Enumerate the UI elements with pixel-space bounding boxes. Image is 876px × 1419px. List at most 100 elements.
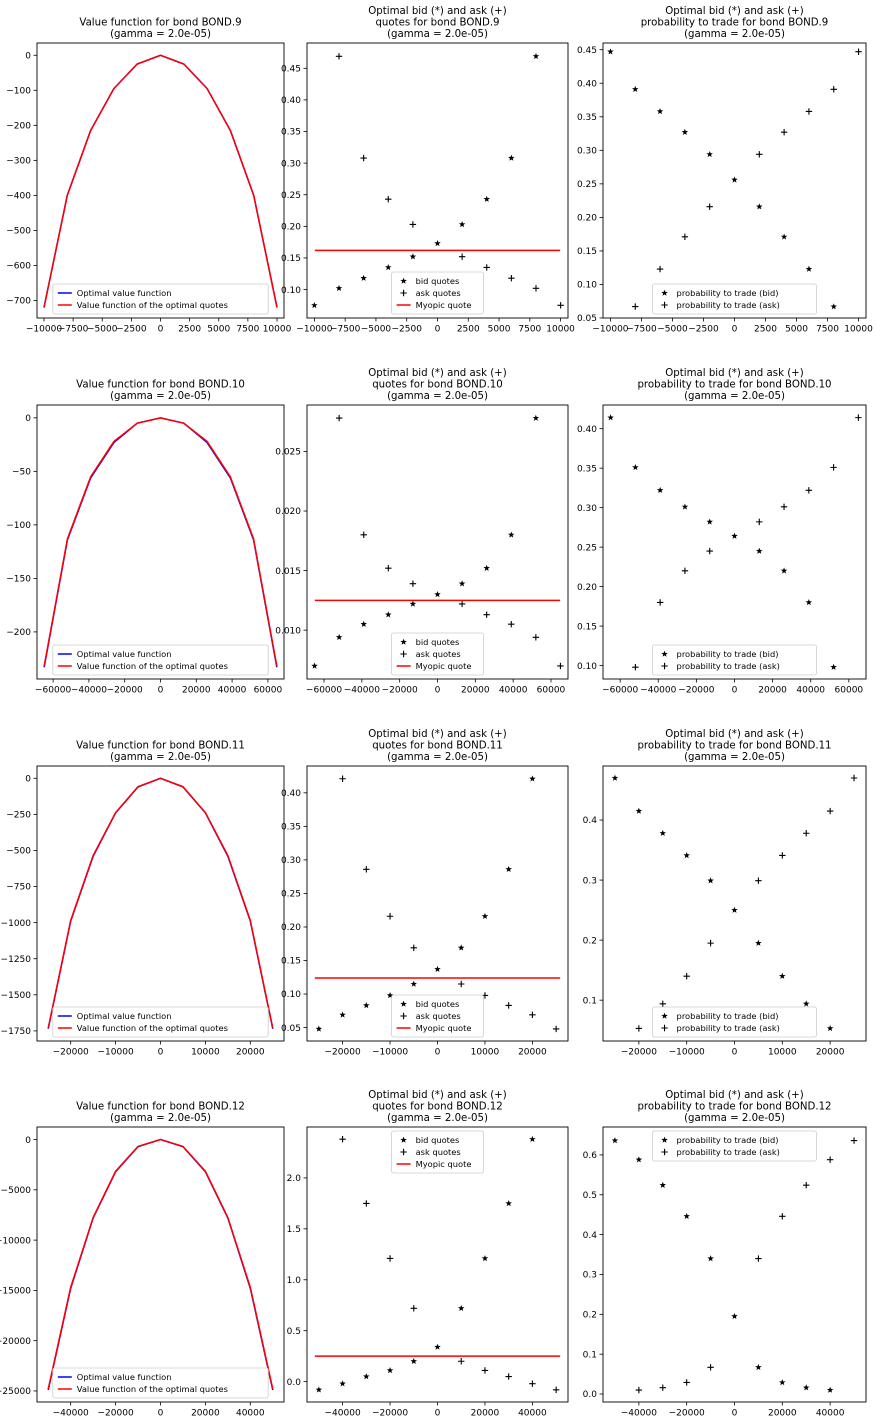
p22-ask-point: [483, 611, 490, 618]
p33-title-line-2: probability to trade for bond BOND.11: [637, 741, 831, 752]
p13-data-layer: [607, 48, 862, 310]
p33-y-tick-label: 0.3: [583, 876, 597, 886]
p42-x-tick-label: 40000: [518, 1409, 547, 1419]
p43-y-tick-label: 0.6: [583, 1151, 598, 1161]
p12-x-tick-label: 0: [435, 325, 441, 335]
p22-legend-label: Myopic quote: [416, 661, 472, 671]
p23-title-line-2: probability to trade for bond BOND.10: [637, 380, 831, 391]
p41-axes-frame: [36, 1126, 285, 1403]
p42-title-line-1: Optimal bid (*) and ask (+): [368, 1090, 506, 1101]
p41-x-tick-label: 0: [158, 1409, 164, 1419]
p33-x-tick-label: −10000: [669, 1048, 705, 1058]
p22-x-tick-label: 40000: [499, 686, 528, 696]
p41-legend-label: Value function of the optimal quotes: [77, 1384, 228, 1394]
p43-bid-point: [707, 1255, 714, 1262]
p33-ask-point: [850, 774, 858, 782]
p23-y-tick-label: 0.40: [577, 425, 597, 435]
p43-bid-point: [779, 1379, 786, 1386]
panel-p43: Optimal bid (*) and ask (+)probability t…: [583, 1090, 867, 1419]
p22-ask-point: [458, 600, 466, 608]
p42-y-tick-label: 0.0: [287, 1378, 302, 1388]
p12-legend-label: ask quotes: [416, 288, 461, 298]
p22-x-tick-label: −20000: [382, 686, 418, 696]
p12-legend-swatch-star: [400, 277, 407, 284]
panel-p13: Optimal bid (*) and ask (+) probability t…: [577, 6, 873, 335]
p23-bid-point: [656, 486, 664, 494]
p42-data-layer: [314, 1135, 561, 1393]
p12-bid-point: [335, 284, 343, 292]
p32-y-tick-label: 0.35: [281, 823, 301, 833]
p22-title-line-2: quotes for bond BOND.10: [372, 380, 503, 391]
p13-legend-label: probability to trade (bid): [677, 288, 779, 298]
p12-x-tick-label: −5000: [361, 325, 392, 335]
p33-bid-point: [707, 877, 714, 884]
p11-x-tick-label: −2500: [116, 325, 147, 335]
p12-x-tick-label: 10000: [546, 325, 575, 335]
p43-title-line-2: probability to trade for bond BOND.12: [637, 1102, 831, 1113]
p42-ask-point: [363, 1200, 370, 1207]
p11-series-line-2: [43, 54, 278, 308]
p33-bid-point: [731, 906, 738, 913]
panel-p21: Value function for bond BOND.10(gamma = …: [6, 380, 285, 696]
p13-ask-point: [855, 48, 862, 55]
p32-bid-point: [339, 1011, 346, 1018]
p23-bid-point: [731, 532, 738, 539]
p31-legend-label: Optimal value function: [77, 1011, 172, 1021]
p41-y-tick-label: −20000: [0, 1337, 31, 1347]
p22-ask-point: [335, 414, 343, 422]
p31-y-tick-label: −250: [6, 811, 31, 821]
p11-legend-box: [52, 283, 269, 315]
p13-bid-point: [731, 176, 738, 183]
p41-x-tick-label: 40000: [236, 1409, 265, 1419]
p32-ask-point: [529, 1011, 536, 1019]
p32-title-line-3: (gamma = 2.0e-05): [387, 752, 488, 763]
p42-bid-point: [315, 1386, 323, 1393]
p13-y-tick-label: 0.25: [577, 180, 597, 190]
p23-y-tick-label: 0.35: [577, 464, 597, 474]
p21-y-tick-label: −150: [6, 575, 31, 585]
p23-ask-point: [756, 518, 763, 526]
p32-bid-point: [434, 965, 441, 972]
p23-x-tick-label: −60000: [602, 686, 638, 696]
p22-x-tick-label: −60000: [306, 686, 342, 696]
p32-y-tick-label: 0.05: [281, 1024, 301, 1034]
p23-ask-point: [706, 547, 713, 555]
p13-legend-box: [652, 283, 817, 315]
p31-series-line-2: [47, 777, 274, 1029]
p31-x-tick-label: 10000: [191, 1048, 220, 1058]
p11-legend-label: Optimal value function: [77, 288, 172, 298]
p32-bid-point: [386, 991, 394, 999]
p31-x-tick-label: 0: [158, 1048, 164, 1058]
p22-y-tick-label: 0.010: [275, 626, 301, 636]
p13-bid-point: [656, 108, 664, 115]
p42-bid-point: [529, 1135, 536, 1142]
p43-title-line-1: Optimal bid (*) and ask (+): [665, 1090, 803, 1101]
p13-x-tick-label: −5000: [657, 325, 688, 335]
p33-x-tick-label: −20000: [621, 1048, 657, 1058]
p32-y-tick-label: 0.20: [281, 923, 301, 933]
p13-ask-point: [706, 203, 713, 210]
p13-ask-point: [830, 86, 837, 93]
p32-ask-point: [339, 775, 346, 782]
p21-y-tick-label: −50: [12, 468, 31, 478]
p13-ask-point: [780, 129, 788, 136]
p32-bid-point: [410, 980, 418, 987]
p12-y-tick-label: 0.30: [281, 159, 301, 169]
p21-axes-frame: [36, 404, 285, 680]
p23-bid-point: [681, 503, 689, 510]
p11-legend: Optimal value function Value function of …: [52, 283, 269, 315]
p43-bid-point: [659, 1181, 667, 1188]
p32-legend-swatch-star: [400, 1000, 407, 1007]
p12-x-tick-label: 5000: [488, 325, 511, 335]
p41-title-line-2: (gamma = 2.0e-05): [110, 1113, 211, 1124]
p43-ask-point: [707, 1364, 714, 1371]
p31-legend: Optimal value function Value function of …: [52, 1006, 269, 1038]
p41-x-tick-label: 20000: [191, 1409, 220, 1419]
p13-title-line-3: (gamma = 2.0e-05): [684, 29, 785, 40]
p43-ask-point: [826, 1156, 834, 1163]
p23-y-tick-label: 0.20: [577, 583, 597, 593]
p13-title-line-1: Optimal bid (*) and ask (+): [665, 6, 803, 17]
p42-bid-point: [505, 1199, 512, 1207]
p22-ask-point: [360, 531, 367, 539]
p13-y-tick-label: 0.45: [577, 46, 597, 56]
